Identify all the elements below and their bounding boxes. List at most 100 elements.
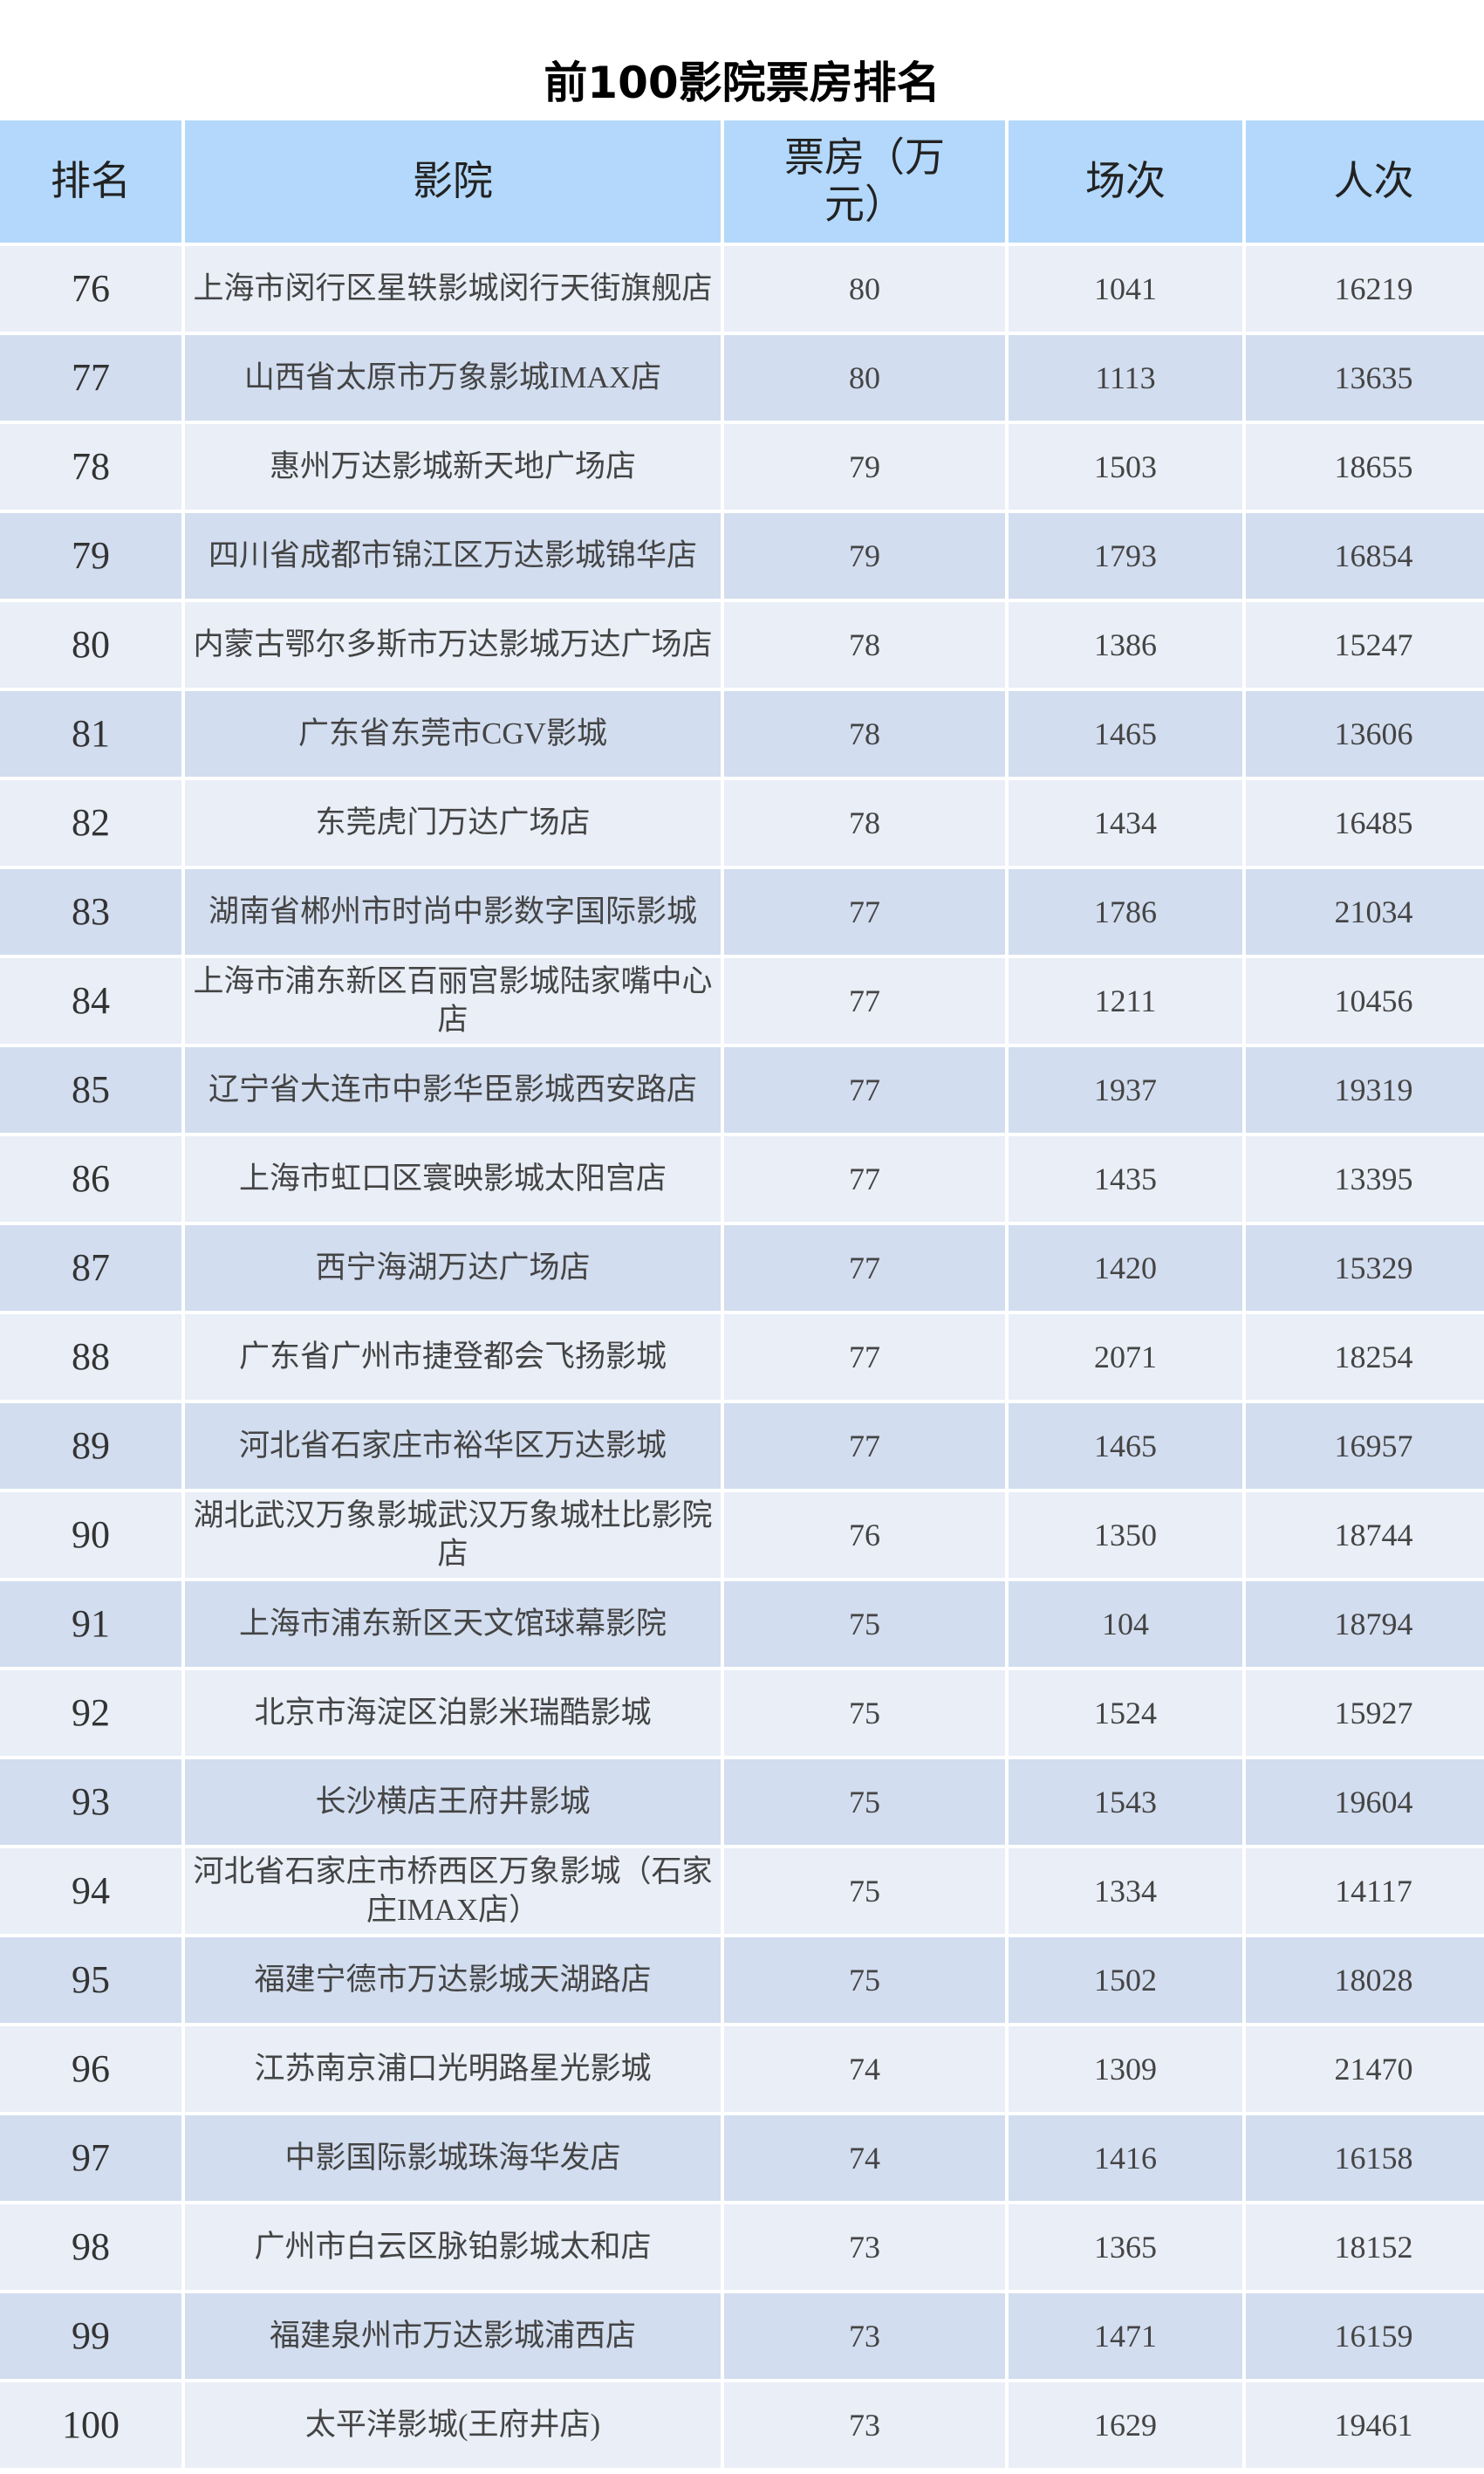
- shows-cell: 1434: [1009, 780, 1242, 866]
- box-office-cell: 79: [724, 424, 1005, 510]
- shows-cell: 1465: [1009, 1403, 1242, 1489]
- rank-cell: 77: [0, 335, 181, 421]
- box-office-cell: 80: [724, 246, 1005, 332]
- table-row: 85 辽宁省大连市中影华臣影城西安路店 77 1937 19319: [0, 1047, 1484, 1133]
- box-office-cell: 77: [724, 869, 1005, 955]
- table-row: 80 内蒙古鄂尔多斯市万达影城万达广场店 78 1386 15247: [0, 602, 1484, 688]
- box-office-cell: 75: [724, 1937, 1005, 2023]
- box-office-cell: 75: [724, 1670, 1005, 1756]
- rank-cell: 88: [0, 1314, 181, 1400]
- admissions-cell: 15247: [1246, 602, 1484, 688]
- admissions-cell: 16957: [1246, 1403, 1484, 1489]
- column-header-box-office: 票房（万元）: [724, 120, 1005, 243]
- shows-cell: 1113: [1009, 335, 1242, 421]
- admissions-cell: 19461: [1246, 2382, 1484, 2468]
- box-office-cell: 80: [724, 335, 1005, 421]
- shows-cell: 104: [1009, 1581, 1242, 1667]
- shows-cell: 1937: [1009, 1047, 1242, 1133]
- admissions-cell: 18152: [1246, 2204, 1484, 2290]
- admissions-cell: 15329: [1246, 1225, 1484, 1311]
- rank-cell: 83: [0, 869, 181, 955]
- cinema-cell: 惠州万达影城新天地广场店: [185, 424, 721, 510]
- shows-cell: 1471: [1009, 2293, 1242, 2379]
- rank-cell: 86: [0, 1136, 181, 1222]
- admissions-cell: 13606: [1246, 691, 1484, 777]
- shows-cell: 1365: [1009, 2204, 1242, 2290]
- box-office-cell: 78: [724, 780, 1005, 866]
- cinema-cell: 广东省广州市捷登都会飞扬影城: [185, 1314, 721, 1400]
- shows-cell: 1420: [1009, 1225, 1242, 1311]
- rank-cell: 80: [0, 602, 181, 688]
- shows-cell: 1793: [1009, 513, 1242, 599]
- rank-cell: 79: [0, 513, 181, 599]
- admissions-cell: 16158: [1246, 2115, 1484, 2201]
- shows-cell: 1629: [1009, 2382, 1242, 2468]
- rank-cell: 87: [0, 1225, 181, 1311]
- rank-cell: 76: [0, 246, 181, 332]
- rank-cell: 85: [0, 1047, 181, 1133]
- admissions-cell: 18744: [1246, 1492, 1484, 1578]
- admissions-cell: 19319: [1246, 1047, 1484, 1133]
- cinema-cell: 东莞虎门万达广场店: [185, 780, 721, 866]
- cinema-cell: 河北省石家庄市桥西区万象影城（石家庄IMAX店）: [185, 1848, 721, 1934]
- admissions-cell: 14117: [1246, 1848, 1484, 1934]
- rank-cell: 82: [0, 780, 181, 866]
- box-office-cell: 79: [724, 513, 1005, 599]
- table-header-row: 排名 影院 票房（万元） 场次 人次: [0, 120, 1484, 243]
- cinema-cell: 福建泉州市万达影城浦西店: [185, 2293, 721, 2379]
- cinema-cell: 长沙横店王府井影城: [185, 1759, 721, 1845]
- table-row: 100 太平洋影城(王府井店) 73 1629 19461: [0, 2382, 1484, 2468]
- box-office-cell: 74: [724, 2026, 1005, 2112]
- admissions-cell: 16485: [1246, 780, 1484, 866]
- cinema-cell: 山西省太原市万象影城IMAX店: [185, 335, 721, 421]
- shows-cell: 1041: [1009, 246, 1242, 332]
- table-row: 95 福建宁德市万达影城天湖路店 75 1502 18028: [0, 1937, 1484, 2023]
- rank-cell: 91: [0, 1581, 181, 1667]
- shows-cell: 1350: [1009, 1492, 1242, 1578]
- shows-cell: 1502: [1009, 1937, 1242, 2023]
- box-office-cell: 73: [724, 2204, 1005, 2290]
- box-office-cell: 77: [724, 1225, 1005, 1311]
- box-office-cell: 77: [724, 958, 1005, 1044]
- rank-cell: 100: [0, 2382, 181, 2468]
- table-row: 93 长沙横店王府井影城 75 1543 19604: [0, 1759, 1484, 1845]
- table-row: 96 江苏南京浦口光明路星光影城 74 1309 21470: [0, 2026, 1484, 2112]
- rank-cell: 98: [0, 2204, 181, 2290]
- rank-cell: 90: [0, 1492, 181, 1578]
- cinema-cell: 福建宁德市万达影城天湖路店: [185, 1937, 721, 2023]
- box-office-cell: 77: [724, 1314, 1005, 1400]
- rank-cell: 99: [0, 2293, 181, 2379]
- admissions-cell: 13635: [1246, 335, 1484, 421]
- shows-cell: 1309: [1009, 2026, 1242, 2112]
- box-office-cell: 77: [724, 1047, 1005, 1133]
- column-header-shows: 场次: [1009, 120, 1242, 243]
- table-row: 88 广东省广州市捷登都会飞扬影城 77 2071 18254: [0, 1314, 1484, 1400]
- shows-cell: 1543: [1009, 1759, 1242, 1845]
- column-header-cinema: 影院: [185, 120, 721, 243]
- rank-cell: 93: [0, 1759, 181, 1845]
- box-office-cell: 75: [724, 1848, 1005, 1934]
- table-row: 77 山西省太原市万象影城IMAX店 80 1113 13635: [0, 335, 1484, 421]
- admissions-cell: 21470: [1246, 2026, 1484, 2112]
- shows-cell: 1503: [1009, 424, 1242, 510]
- table-row: 81 广东省东莞市CGV影城 78 1465 13606: [0, 691, 1484, 777]
- table-row: 79 四川省成都市锦江区万达影城锦华店 79 1793 16854: [0, 513, 1484, 599]
- table-row: 99 福建泉州市万达影城浦西店 73 1471 16159: [0, 2293, 1484, 2379]
- table-row: 97 中影国际影城珠海华发店 74 1416 16158: [0, 2115, 1484, 2201]
- box-office-table: 排名 影院 票房（万元） 场次 人次 76 上海市闵行区星轶影城闵行天街旗舰店 80…: [0, 117, 1484, 2471]
- table-row: 83 湖南省郴州市时尚中影数字国际影城 77 1786 21034: [0, 869, 1484, 955]
- cinema-cell: 广州市白云区脉铂影城太和店: [185, 2204, 721, 2290]
- cinema-cell: 上海市浦东新区天文馆球幕影院: [185, 1581, 721, 1667]
- table-row: 87 西宁海湖万达广场店 77 1420 15329: [0, 1225, 1484, 1311]
- cinema-cell: 北京市海淀区泊影米瑞酷影城: [185, 1670, 721, 1756]
- shows-cell: 1465: [1009, 691, 1242, 777]
- table-row: 82 东莞虎门万达广场店 78 1434 16485: [0, 780, 1484, 866]
- admissions-cell: 21034: [1246, 869, 1484, 955]
- cinema-cell: 西宁海湖万达广场店: [185, 1225, 721, 1311]
- cinema-cell: 江苏南京浦口光明路星光影城: [185, 2026, 721, 2112]
- box-office-cell: 78: [724, 691, 1005, 777]
- rank-cell: 81: [0, 691, 181, 777]
- page-title: 前100影院票房排名: [544, 58, 940, 108]
- admissions-cell: 18254: [1246, 1314, 1484, 1400]
- box-office-cell: 77: [724, 1136, 1005, 1222]
